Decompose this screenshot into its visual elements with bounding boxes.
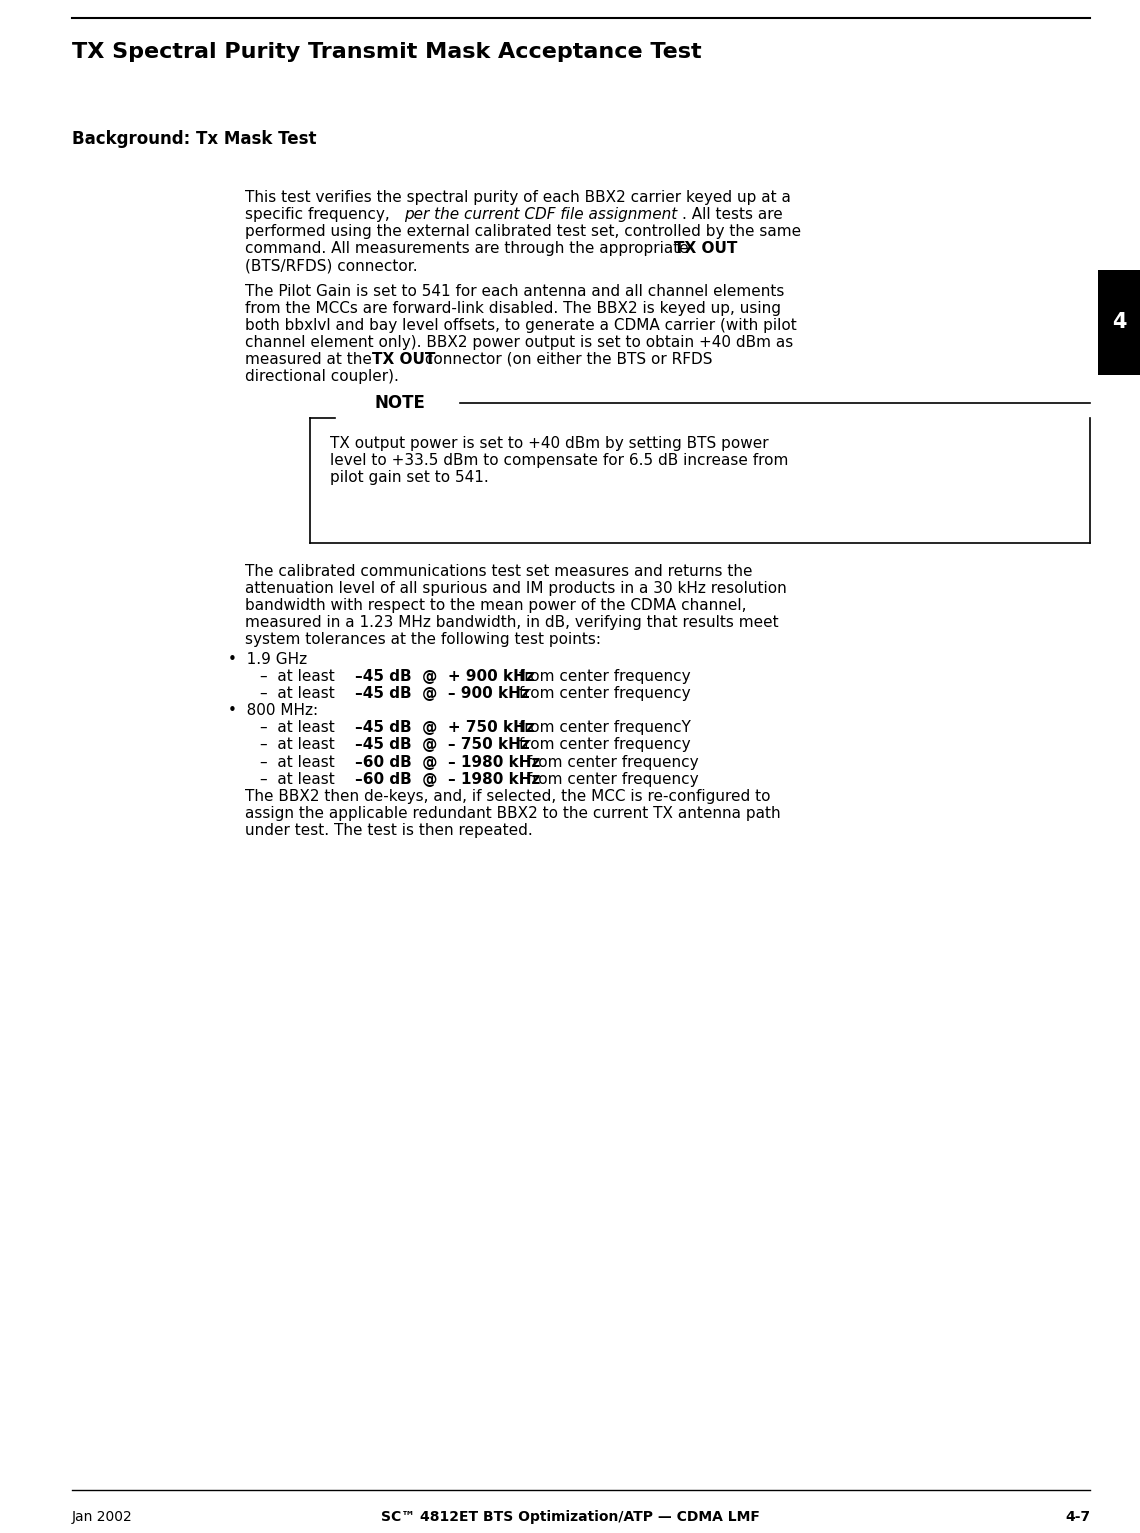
Text: –60 dB  @  – 1980 kHz: –60 dB @ – 1980 kHz bbox=[356, 771, 540, 786]
Text: bandwidth with respect to the mean power of the CDMA channel,: bandwidth with respect to the mean power… bbox=[245, 598, 747, 613]
Text: from center frequency: from center frequency bbox=[514, 687, 691, 701]
Text: per the current CDF file assignment: per the current CDF file assignment bbox=[404, 207, 677, 222]
Text: assign the applicable redundant BBX2 to the current TX antenna path: assign the applicable redundant BBX2 to … bbox=[245, 806, 781, 820]
Text: TX Spectral Purity Transmit Mask Acceptance Test: TX Spectral Purity Transmit Mask Accepta… bbox=[72, 41, 701, 61]
Text: NOTE: NOTE bbox=[375, 394, 425, 412]
Text: from center frequency: from center frequency bbox=[522, 754, 699, 770]
Text: TX output power is set to +40 dBm by setting BTS power: TX output power is set to +40 dBm by set… bbox=[329, 435, 768, 451]
Text: –  at least: – at least bbox=[260, 670, 340, 684]
Text: –  at least: – at least bbox=[260, 754, 340, 770]
Text: The calibrated communications test set measures and returns the: The calibrated communications test set m… bbox=[245, 564, 752, 578]
Text: •  800 MHz:: • 800 MHz: bbox=[228, 704, 318, 719]
Text: both bbxlvl and bay level offsets, to generate a CDMA carrier (with pilot: both bbxlvl and bay level offsets, to ge… bbox=[245, 317, 797, 333]
Text: The BBX2 then de-keys, and, if selected, the MCC is re-configured to: The BBX2 then de-keys, and, if selected,… bbox=[245, 788, 771, 803]
Text: (BTS/RFDS) connector.: (BTS/RFDS) connector. bbox=[245, 258, 417, 273]
Text: –60 dB  @  – 1980 kHz: –60 dB @ – 1980 kHz bbox=[356, 754, 540, 770]
Text: channel element only). BBX2 power output is set to obtain +40 dBm as: channel element only). BBX2 power output… bbox=[245, 334, 793, 350]
Text: level to +33.5 dBm to compensate for 6.5 dB increase from: level to +33.5 dBm to compensate for 6.5… bbox=[329, 454, 789, 468]
Text: –45 dB  @  – 900 kHz: –45 dB @ – 900 kHz bbox=[356, 687, 530, 701]
Text: . All tests are: . All tests are bbox=[682, 207, 783, 222]
Text: from center frequencY: from center frequencY bbox=[514, 721, 691, 736]
Text: The Pilot Gain is set to 541 for each antenna and all channel elements: The Pilot Gain is set to 541 for each an… bbox=[245, 284, 784, 299]
Text: from center frequency: from center frequency bbox=[522, 771, 699, 786]
Text: connector (on either the BTS or RFDS: connector (on either the BTS or RFDS bbox=[420, 353, 712, 366]
Text: –  at least: – at least bbox=[260, 771, 340, 786]
Text: command. All measurements are through the appropriate: command. All measurements are through th… bbox=[245, 241, 693, 256]
Text: 4: 4 bbox=[1112, 313, 1126, 333]
Text: directional coupler).: directional coupler). bbox=[245, 369, 399, 385]
Text: –  at least: – at least bbox=[260, 737, 340, 753]
Text: –45 dB  @  – 750 kHz: –45 dB @ – 750 kHz bbox=[356, 737, 530, 753]
Text: from the MCCs are forward-link disabled. The BBX2 is keyed up, using: from the MCCs are forward-link disabled.… bbox=[245, 300, 781, 316]
Text: measured in a 1.23 MHz bandwidth, in dB, verifying that results meet: measured in a 1.23 MHz bandwidth, in dB,… bbox=[245, 615, 779, 630]
Text: Jan 2002: Jan 2002 bbox=[72, 1510, 132, 1524]
Text: –45 dB  @  + 750 kHz: –45 dB @ + 750 kHz bbox=[356, 721, 535, 736]
Text: system tolerances at the following test points:: system tolerances at the following test … bbox=[245, 632, 601, 647]
Text: This test verifies the spectral purity of each BBX2 carrier keyed up at a: This test verifies the spectral purity o… bbox=[245, 190, 791, 205]
Text: Background: Tx Mask Test: Background: Tx Mask Test bbox=[72, 130, 317, 149]
Text: under test. The test is then repeated.: under test. The test is then repeated. bbox=[245, 823, 532, 837]
Text: specific frequency,: specific frequency, bbox=[245, 207, 394, 222]
Text: from center frequency: from center frequency bbox=[514, 670, 691, 684]
Text: 4-7: 4-7 bbox=[1065, 1510, 1090, 1524]
Text: TX OUT: TX OUT bbox=[674, 241, 738, 256]
Text: from center frequency: from center frequency bbox=[514, 737, 691, 753]
Bar bbox=[1098, 270, 1140, 376]
Text: •  1.9 GHz: • 1.9 GHz bbox=[228, 652, 307, 667]
Text: performed using the external calibrated test set, controlled by the same: performed using the external calibrated … bbox=[245, 224, 801, 239]
Text: –  at least: – at least bbox=[260, 721, 340, 736]
Text: pilot gain set to 541.: pilot gain set to 541. bbox=[329, 471, 489, 486]
Text: measured at the: measured at the bbox=[245, 353, 376, 366]
Text: –45 dB  @  + 900 kHz: –45 dB @ + 900 kHz bbox=[356, 670, 535, 684]
Text: –  at least: – at least bbox=[260, 687, 340, 701]
Text: TX OUT: TX OUT bbox=[372, 353, 435, 366]
Text: SC™ 4812ET BTS Optimization/ATP — CDMA LMF: SC™ 4812ET BTS Optimization/ATP — CDMA L… bbox=[381, 1510, 759, 1524]
Text: attenuation level of all spurious and IM products in a 30 kHz resolution: attenuation level of all spurious and IM… bbox=[245, 581, 787, 596]
